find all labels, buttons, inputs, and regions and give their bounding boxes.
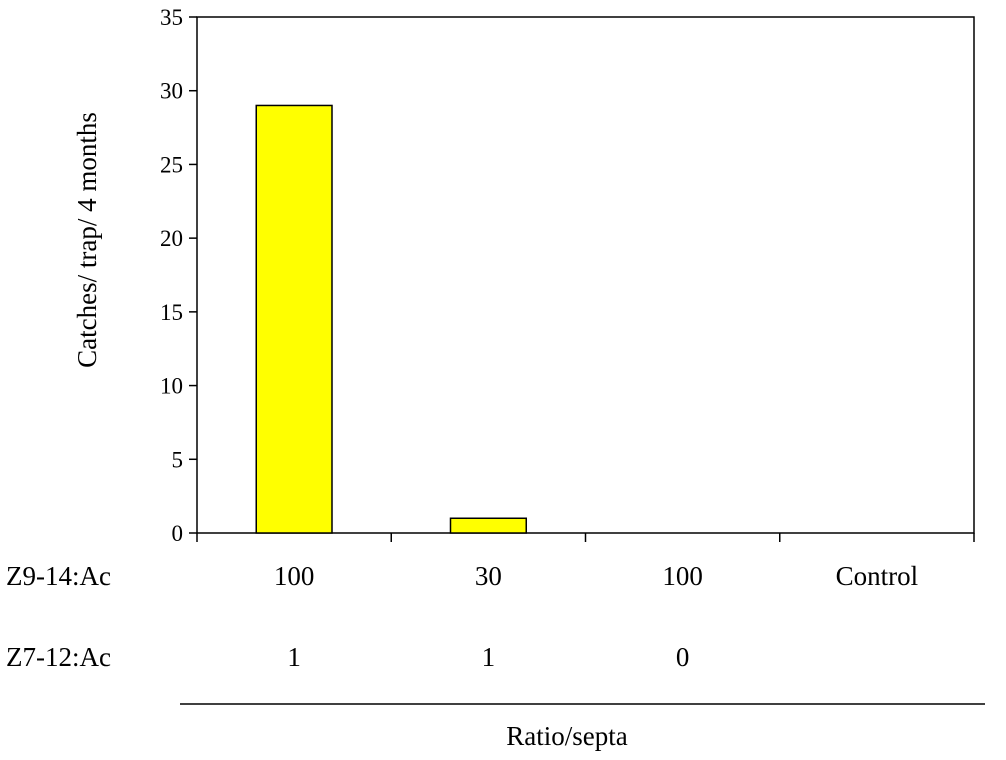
table-cell: 1 [287, 642, 301, 672]
table-cell: 0 [676, 642, 690, 672]
table-cell: 100 [274, 561, 315, 591]
bar [449, 517, 528, 534]
y-tick-label: 35 [160, 5, 183, 30]
y-axis: 0 5 10 15 20 25 30 35 [160, 5, 197, 546]
table-cell: 100 [662, 561, 703, 591]
x-axis [196, 533, 975, 542]
y-tick-label: 25 [160, 152, 183, 177]
x-axis-label: Ratio/septa [506, 721, 627, 751]
table-row-label: Z9-14:Ac [6, 561, 111, 591]
ratio-table: Z9-14:Ac 100 30 100 Control Z7-12:Ac 1 1 0 [6, 561, 918, 672]
table-row-label: Z7-12:Ac [6, 642, 111, 672]
y-tick-label: 0 [172, 521, 184, 546]
y-tick-label: 10 [160, 374, 183, 399]
bar-series [255, 104, 528, 534]
table-cell: 30 [475, 561, 502, 591]
y-tick-label: 20 [160, 226, 183, 251]
y-tick-label: 15 [160, 300, 183, 325]
table-cell: 1 [482, 642, 496, 672]
y-axis-label: Catches/ trap/ 4 months [72, 112, 102, 368]
y-tick-label: 30 [160, 79, 183, 104]
bar [255, 104, 333, 534]
y-tick-label: 5 [172, 447, 184, 472]
table-cell: Control [836, 561, 919, 591]
